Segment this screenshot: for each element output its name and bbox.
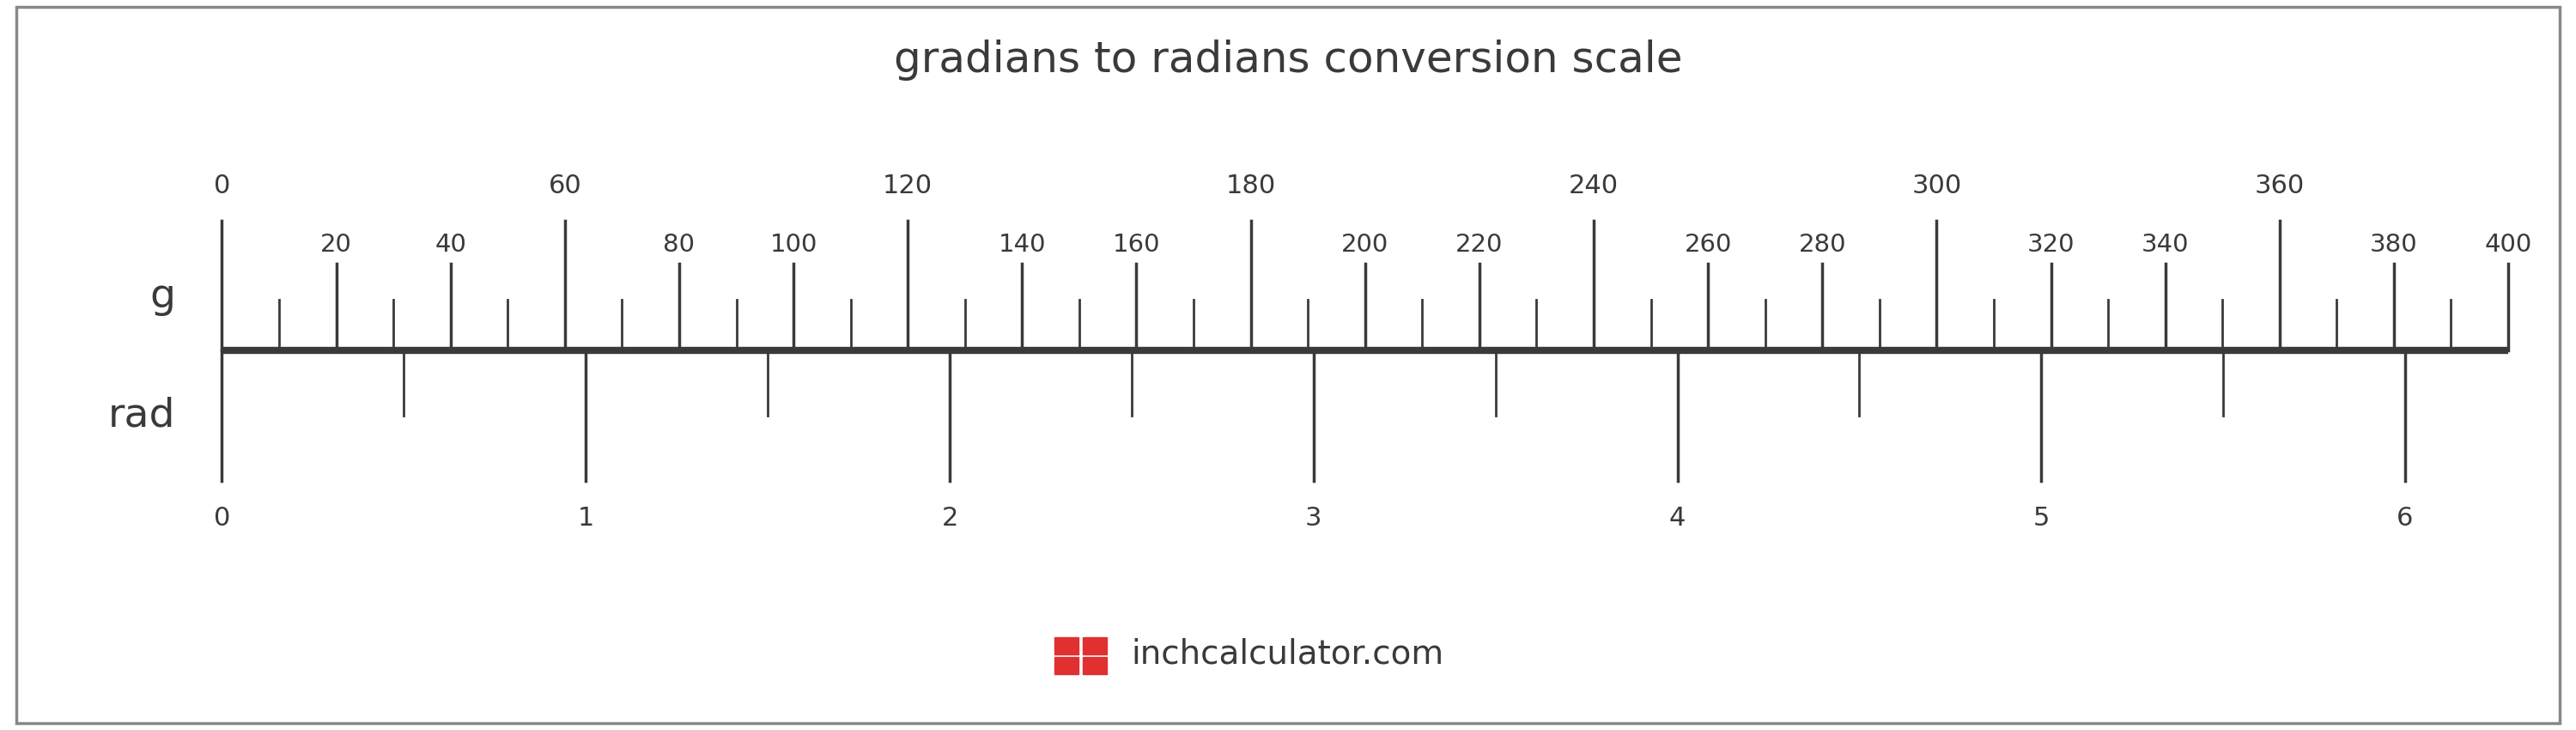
Text: 340: 340: [2141, 233, 2190, 256]
Text: 0: 0: [214, 174, 229, 199]
Text: 400: 400: [2483, 233, 2532, 256]
Text: 300: 300: [1911, 174, 1963, 199]
Text: 0: 0: [214, 506, 229, 531]
Text: 160: 160: [1113, 233, 1159, 256]
Text: inchcalculator.com: inchcalculator.com: [1131, 638, 1445, 670]
Text: 220: 220: [1455, 233, 1504, 256]
Text: 1: 1: [577, 506, 595, 531]
Text: 360: 360: [2254, 174, 2306, 199]
Text: 100: 100: [770, 233, 817, 256]
Text: 140: 140: [999, 233, 1046, 256]
Text: 20: 20: [319, 233, 353, 256]
Text: 240: 240: [1569, 174, 1618, 199]
Text: 280: 280: [1798, 233, 1847, 256]
Text: g: g: [149, 277, 175, 315]
Bar: [1054, 637, 1079, 654]
Text: 6: 6: [2396, 506, 2414, 531]
Text: 320: 320: [2027, 233, 2074, 256]
Text: 60: 60: [549, 174, 582, 199]
Text: 3: 3: [1306, 506, 1321, 531]
Text: 80: 80: [662, 233, 696, 256]
Text: 5: 5: [2032, 506, 2050, 531]
Text: 180: 180: [1226, 174, 1275, 199]
Text: rad: rad: [108, 396, 175, 435]
Text: 120: 120: [884, 174, 933, 199]
Text: 4: 4: [1669, 506, 1685, 531]
Bar: [1082, 637, 1108, 654]
Text: 2: 2: [940, 506, 958, 531]
Text: 260: 260: [1685, 233, 1731, 256]
Text: 200: 200: [1342, 233, 1388, 256]
Bar: [1082, 657, 1108, 674]
Text: 380: 380: [2370, 233, 2419, 256]
Text: gradians to radians conversion scale: gradians to radians conversion scale: [894, 39, 1682, 81]
Bar: [1054, 657, 1079, 674]
Text: 40: 40: [435, 233, 466, 256]
